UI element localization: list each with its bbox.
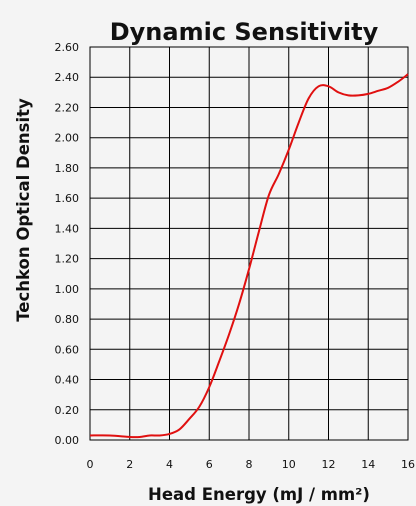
x-tick-label: 14 (361, 458, 375, 471)
y-tick-label: 1.80 (55, 162, 80, 175)
x-axis-label: Head Energy (mJ / mm²) (148, 485, 370, 504)
y-tick-label: 1.40 (55, 222, 80, 235)
plot-frame (89, 46, 409, 441)
x-tick-label: 6 (206, 458, 213, 471)
series-line (89, 73, 409, 439)
y-tick-label: 2.40 (55, 71, 80, 84)
y-tick-labels: 0.00 0.20 0.40 0.60 0.80 1.00 1.20 1.40 1.60 1.80… (55, 41, 80, 447)
y-axis-label: Techkon Optical Density (14, 98, 33, 322)
y-tick-label: 2.00 (55, 132, 80, 145)
y-tick-label: 1.00 (55, 283, 80, 296)
x-tick-label: 2 (126, 458, 133, 471)
x-tick-label: 16 (401, 458, 415, 471)
grid (89, 46, 409, 441)
x-tick-labels: 0 2 4 6 8 10 12 14 16 (87, 458, 416, 471)
x-tick-label: 4 (166, 458, 173, 471)
y-tick-label: 1.60 (55, 192, 80, 205)
y-tick-label: 0.20 (55, 404, 80, 417)
y-tick-label: 1.20 (55, 253, 80, 266)
y-tick-label: 0.80 (55, 313, 80, 326)
y-tick-label: 2.60 (55, 41, 80, 54)
y-tick-label: 2.20 (55, 101, 80, 114)
chart-title: Dynamic Sensitivity (110, 18, 379, 46)
y-tick-label: 0.00 (55, 434, 80, 447)
x-tick-label: 10 (282, 458, 296, 471)
y-tick-label: 0.60 (55, 343, 80, 356)
y-tick-label: 0.40 (55, 374, 80, 387)
x-tick-label: 12 (322, 458, 336, 471)
x-tick-label: 0 (87, 458, 94, 471)
x-tick-label: 8 (246, 458, 253, 471)
